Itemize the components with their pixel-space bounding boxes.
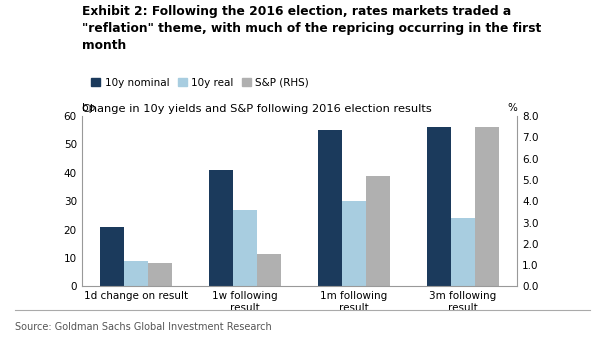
Bar [124, 261, 148, 286]
Bar [451, 218, 475, 286]
Text: bp: bp [82, 103, 95, 113]
Bar [475, 127, 499, 286]
Text: %: % [508, 103, 517, 113]
Legend: 10y nominal, 10y real, S&P (RHS): 10y nominal, 10y real, S&P (RHS) [87, 73, 313, 92]
Bar [100, 227, 124, 286]
Bar [148, 263, 172, 286]
Bar [342, 201, 366, 286]
Text: Change in 10y yields and S&P following 2016 election results: Change in 10y yields and S&P following 2… [82, 104, 431, 114]
Text: Source: Goldman Sachs Global Investment Research: Source: Goldman Sachs Global Investment … [15, 323, 272, 332]
Bar [209, 170, 233, 286]
Bar [427, 127, 451, 286]
Bar [366, 176, 390, 286]
Text: Exhibit 2: Following the 2016 election, rates markets traded a
"reflation" theme: Exhibit 2: Following the 2016 election, … [82, 5, 541, 52]
Bar [318, 130, 342, 286]
Bar [233, 210, 257, 286]
Bar [257, 254, 281, 286]
